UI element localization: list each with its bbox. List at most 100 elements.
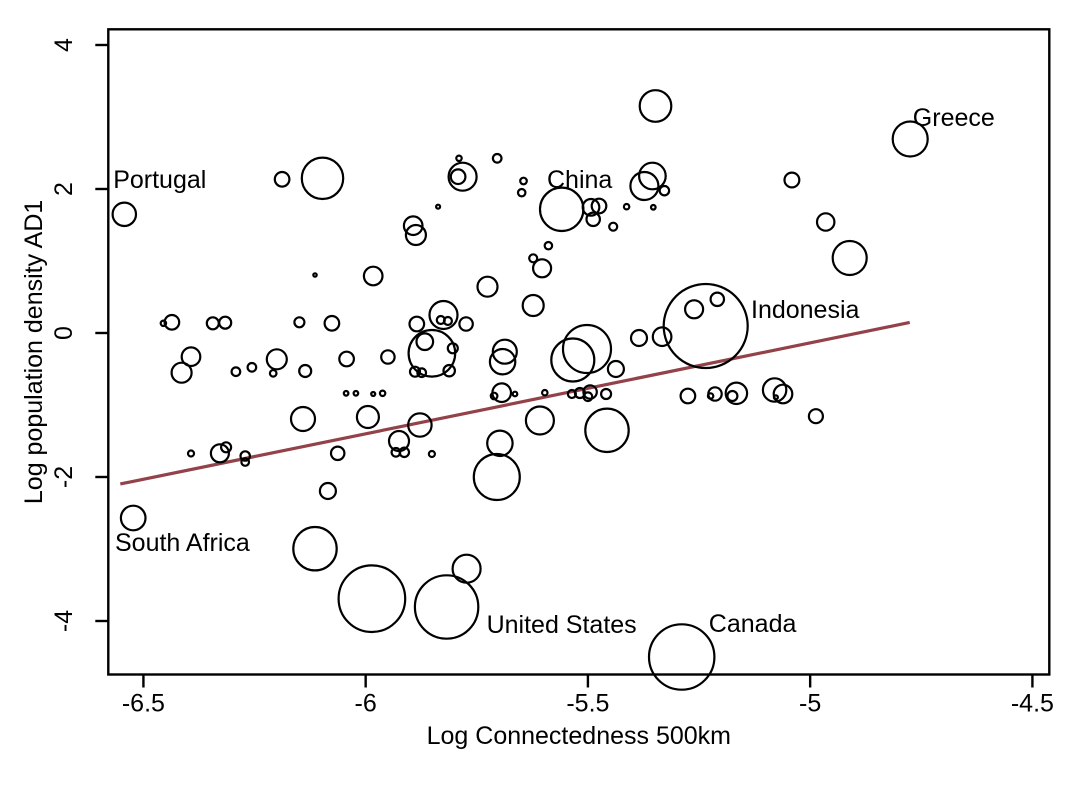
bubble xyxy=(590,197,608,215)
bubble xyxy=(891,120,929,158)
y-tick-label: 0 xyxy=(50,326,78,340)
bubble xyxy=(273,170,291,188)
bubble xyxy=(380,349,396,365)
bubble xyxy=(246,361,258,373)
y-tick-label: 2 xyxy=(50,182,78,196)
bubble xyxy=(807,408,825,425)
bubble xyxy=(119,504,147,532)
bubble xyxy=(491,152,503,164)
bubble xyxy=(449,168,467,186)
bubble xyxy=(658,184,671,197)
bubble xyxy=(476,275,499,298)
country-labels-layer: Portugal South Africa China Greece Indonesia… xyxy=(113,104,995,639)
bubble xyxy=(581,197,601,217)
bubble xyxy=(163,313,181,331)
x-tick-label: -5 xyxy=(799,690,821,718)
bubble xyxy=(362,265,384,287)
bubble xyxy=(772,383,794,405)
bubble xyxy=(378,389,387,398)
bubble xyxy=(599,387,613,401)
bubble xyxy=(404,223,427,247)
bubble xyxy=(402,215,424,237)
bubble xyxy=(427,449,436,459)
bubble xyxy=(329,445,346,462)
bubble xyxy=(458,316,474,332)
bubble xyxy=(407,412,433,438)
bubble xyxy=(726,389,739,403)
bubble xyxy=(205,316,220,331)
bubble xyxy=(486,429,514,458)
bubble xyxy=(355,404,380,430)
bubble xyxy=(772,394,780,401)
bubble xyxy=(647,623,716,691)
bubble xyxy=(638,161,667,191)
bubble xyxy=(582,384,598,400)
bubble xyxy=(531,258,553,279)
bubble xyxy=(491,338,518,365)
bubble xyxy=(761,377,788,403)
country-label: United States xyxy=(487,611,637,639)
bubble xyxy=(218,315,233,330)
bubble xyxy=(312,272,318,278)
bubble xyxy=(649,203,657,211)
bubble xyxy=(408,365,422,378)
bubble xyxy=(239,450,251,462)
bubble xyxy=(435,203,442,210)
bubble xyxy=(606,359,626,379)
bubble xyxy=(561,323,613,375)
bubble xyxy=(428,299,459,331)
bubble xyxy=(524,405,556,436)
bubble xyxy=(538,186,585,233)
bubble xyxy=(516,187,527,198)
bubble xyxy=(582,391,594,403)
bubble xyxy=(370,390,377,398)
country-label: Portugal xyxy=(113,166,206,194)
country-label: Canada xyxy=(709,610,797,638)
bubble xyxy=(387,429,411,453)
bubble xyxy=(550,337,596,383)
bubble xyxy=(783,171,801,189)
bubble xyxy=(584,407,630,454)
trend-line xyxy=(119,320,911,486)
bubble xyxy=(292,525,338,572)
bubble xyxy=(662,282,749,370)
bubble xyxy=(638,89,673,123)
bubble xyxy=(629,170,660,202)
bubble xyxy=(724,381,749,406)
bubble xyxy=(240,457,251,467)
bubble xyxy=(170,361,193,384)
country-label: China xyxy=(547,166,612,194)
bubble xyxy=(608,221,619,232)
bubble xyxy=(323,314,341,332)
bubble xyxy=(416,367,428,379)
bubble xyxy=(683,299,705,320)
bubble xyxy=(230,366,242,378)
x-tick-label: -6.5 xyxy=(122,690,165,718)
x-tick-label: -4.5 xyxy=(1011,690,1054,718)
bubble xyxy=(442,363,456,378)
bubble xyxy=(451,553,482,584)
bubble xyxy=(472,452,521,502)
bubble xyxy=(709,291,726,308)
country-label: Greece xyxy=(913,104,995,132)
bubble xyxy=(442,315,453,327)
bubble xyxy=(455,154,463,163)
bubble xyxy=(293,316,306,329)
bubble xyxy=(519,176,528,186)
bubbles-layer xyxy=(111,89,929,691)
bubble xyxy=(186,449,196,458)
bubble xyxy=(489,391,499,401)
bubble xyxy=(543,240,554,251)
y-tick-label: -2 xyxy=(50,466,78,488)
bubble xyxy=(265,348,288,371)
country-label: South Africa xyxy=(115,529,250,557)
bubble xyxy=(268,368,278,378)
bubble xyxy=(337,564,407,634)
axes-layer: -6.5 -6 -5.5 -5 -4.5 4 2 0 -2 -4 xyxy=(50,28,1054,718)
bubble xyxy=(446,342,459,355)
bubble xyxy=(298,363,313,379)
bubble xyxy=(289,405,317,433)
trend-line-layer xyxy=(119,320,911,486)
x-axis-title: Log Connectedness 500km xyxy=(427,722,731,750)
